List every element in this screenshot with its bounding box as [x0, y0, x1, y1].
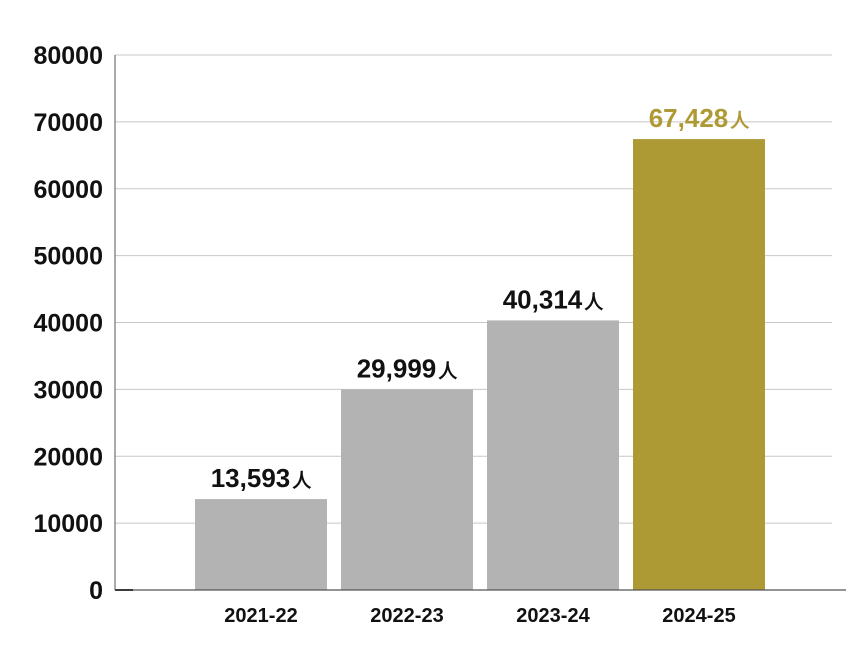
x-tick-label-2022-23: 2022-23 — [370, 605, 443, 627]
data-label-value: 67,428 — [649, 103, 729, 133]
y-tick-label: 10000 — [33, 510, 103, 538]
y-tick-label: 0 — [89, 577, 103, 605]
bar-2021-22 — [195, 499, 327, 590]
y-tick-label: 70000 — [33, 109, 103, 137]
data-label-unit: 人 — [730, 110, 750, 132]
y-axis-tick-labels: 0 10000 20000 30000 40000 50000 60000 70000 8000… — [33, 42, 103, 605]
data-label-2022-23: 29,999 人 — [357, 353, 459, 383]
x-axis-tick-labels: 2021-22 2022-23 2023-24 2024-25 — [224, 605, 735, 627]
bar-2022-23 — [341, 389, 473, 590]
bars — [195, 139, 765, 590]
data-label-value: 13,593 — [211, 463, 291, 493]
x-tick-label-2023-24: 2023-24 — [516, 605, 590, 627]
data-label-value: 40,314 — [503, 284, 583, 314]
data-label-2024-25: 67,428 人 — [649, 103, 751, 133]
bar-2024-25 — [633, 139, 765, 590]
y-tick-label: 80000 — [33, 42, 103, 70]
data-label-unit: 人 — [438, 360, 458, 382]
y-tick-label: 20000 — [33, 443, 103, 471]
y-tick-label: 40000 — [33, 310, 103, 338]
grid-lines — [115, 54, 832, 591]
x-tick-label-2021-22: 2021-22 — [224, 605, 297, 627]
data-label-value: 29,999 — [357, 353, 437, 383]
data-label-unit: 人 — [292, 470, 312, 492]
bar-2023-24 — [487, 320, 619, 590]
y-tick-label: 50000 — [33, 243, 103, 271]
data-label-2021-22: 13,593 人 — [211, 463, 313, 493]
y-tick-label: 60000 — [33, 176, 103, 204]
y-tick-label: 30000 — [33, 376, 103, 404]
data-label-2023-24: 40,314 人 — [503, 284, 605, 314]
data-label-unit: 人 — [584, 291, 604, 313]
data-labels: 13,593 人29,999 人40,314 人67,428 人 — [211, 103, 751, 493]
x-tick-label-2024-25: 2024-25 — [662, 605, 735, 627]
